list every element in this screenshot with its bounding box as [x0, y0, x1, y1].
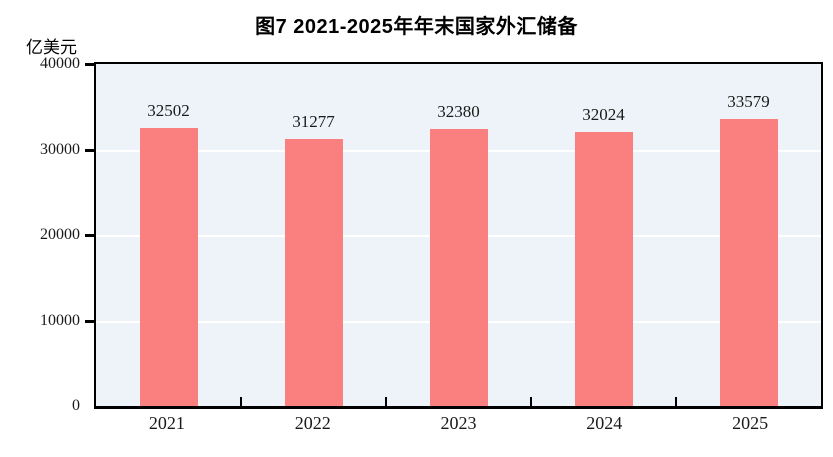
bar-2021: [139, 128, 198, 406]
x-axis-tick: [530, 397, 532, 406]
y-axis-tick: [85, 148, 94, 152]
bar-value-label: 32024: [582, 105, 625, 125]
bar-slot: 32024: [531, 64, 676, 406]
x-axis-labels: 2021 2022 2023 2024 2025: [94, 413, 823, 434]
bar-slot: 32502: [96, 64, 241, 406]
plot-area: 0 10000 20000 30000 40000 32502 31277 32380 320…: [40, 55, 823, 414]
chart-title: 图7 2021-2025年年末国家外汇储备: [255, 16, 578, 38]
y-axis-tick: [85, 63, 94, 66]
y-axis-tick: [85, 234, 94, 237]
bar-slot: 32380: [386, 64, 531, 406]
bar-value-label: 32380: [437, 102, 480, 122]
bar-2022: [284, 138, 343, 406]
y-axis-tick-label: 30000: [40, 140, 80, 158]
bar-slot: 33579: [676, 64, 821, 406]
y-axis-tick-label: 20000: [40, 226, 80, 243]
y-axis-tick-label: 0: [72, 397, 80, 414]
x-axis-label: 2023: [440, 413, 477, 433]
y-axis-unit-label: 亿美元: [26, 38, 77, 57]
bar-value-label: 33579: [727, 91, 770, 111]
x-axis-label: 2021: [148, 413, 185, 433]
bar-2023: [429, 129, 488, 406]
bar-series: 32502 31277 32380 32024 33579: [96, 64, 821, 406]
bar-value-label: 31277: [292, 111, 335, 131]
x-axis-label: 2024: [586, 413, 623, 433]
y-axis-tick-label: 10000: [40, 311, 80, 329]
bar-2025: [719, 118, 778, 406]
x-axis-tick: [240, 397, 242, 406]
x-axis-tick: [385, 397, 387, 406]
y-axis-tick: [85, 319, 94, 323]
x-axis-tick: [675, 397, 677, 406]
x-axis-label: 2022: [294, 413, 331, 433]
bar-2024: [574, 132, 633, 406]
bar-value-label: 32502: [147, 101, 190, 121]
y-axis-tick-label: 40000: [40, 55, 80, 72]
x-axis-label: 2025: [732, 413, 769, 433]
bar-slot: 31277: [241, 64, 386, 406]
